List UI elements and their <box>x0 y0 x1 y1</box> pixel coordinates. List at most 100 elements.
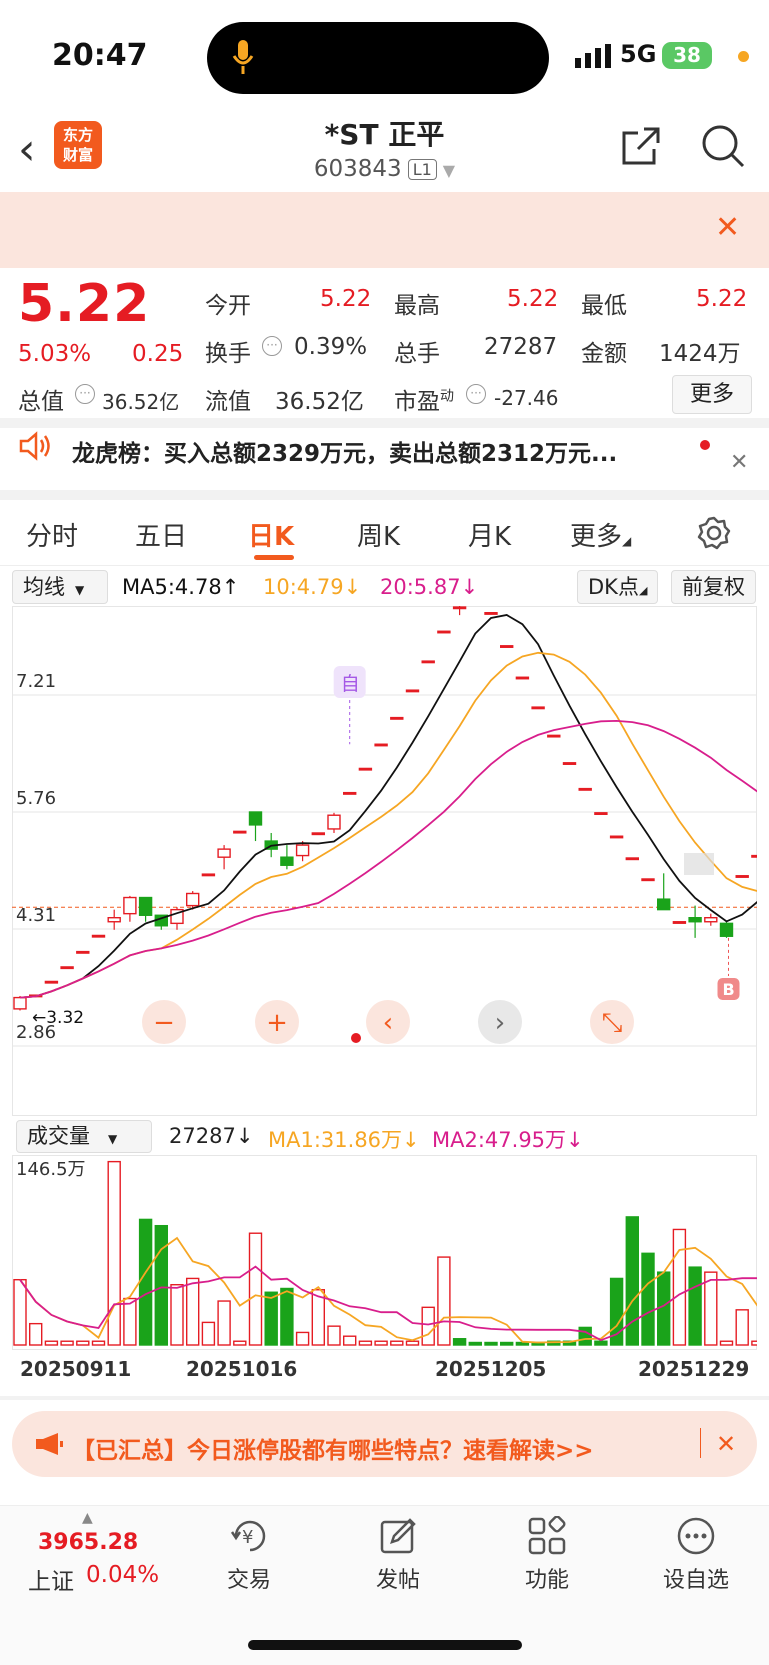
candle-body <box>327 814 341 830</box>
tab-wuri[interactable]: 五日 <box>135 522 188 552</box>
tab-fenshi[interactable]: 分时 <box>26 522 79 552</box>
volume-bar <box>751 1340 757 1346</box>
gear-icon[interactable] <box>697 516 731 550</box>
dk-point-button[interactable]: DK点◢ <box>577 570 659 604</box>
tab-daily-k[interactable]: 日K <box>248 522 295 552</box>
function-icon[interactable] <box>527 1516 567 1556</box>
pan-left-icon[interactable] <box>366 1000 410 1044</box>
ad-banner[interactable] <box>0 192 769 268</box>
trade-icon[interactable]: ¥ <box>228 1516 270 1556</box>
volume-bar <box>29 1322 43 1346</box>
search-icon[interactable] <box>700 123 746 169</box>
volume-bar <box>233 1340 247 1346</box>
share-icon[interactable] <box>618 123 664 169</box>
index-value[interactable]: 3965.28 <box>38 1530 139 1555</box>
pe-label: 市盈动 <box>394 388 454 415</box>
low-label: 最低 <box>581 293 627 319</box>
volume-bar <box>358 1340 373 1346</box>
banner-close-icon[interactable]: ✕ <box>715 210 741 245</box>
index-change[interactable]: 0.04% <box>86 1562 160 1588</box>
promo-text[interactable]: 【已汇总】今日涨停股都有哪些特点？速看解读>> <box>72 1438 594 1464</box>
volume-bar <box>201 1321 216 1346</box>
candle-body <box>358 767 373 771</box>
tab-more[interactable]: 更多◢ <box>570 522 632 552</box>
volume-bar <box>672 1228 687 1346</box>
pe-value: -27.46 <box>494 386 559 410</box>
post-icon[interactable] <box>378 1516 418 1556</box>
volume-value: 27287 <box>484 334 558 360</box>
volume-indicator-select[interactable]: 成交量 ▼ <box>16 1120 152 1153</box>
news-ticker[interactable]: 龙虎榜：买入总额2329万元，卖出总额2312万元... <box>72 441 618 467</box>
nav-function[interactable]: 功能 <box>524 1568 569 1593</box>
index-name[interactable]: 上证 <box>28 1569 74 1595</box>
ma5-line <box>19 614 757 999</box>
market-cap-value: 36.52亿 <box>102 390 180 414</box>
fullscreen-icon[interactable] <box>590 1000 634 1044</box>
info-icon[interactable]: ··· <box>466 384 486 404</box>
pan-right-icon[interactable] <box>478 1000 522 1044</box>
zoom-out-icon-glyph: − <box>153 1008 175 1038</box>
more-button[interactable]: 更多 <box>672 375 752 414</box>
promo-close-icon[interactable]: ✕ <box>716 1430 737 1458</box>
divider <box>0 1396 769 1400</box>
open-value: 5.22 <box>320 286 372 312</box>
ma10-value: 10:4.79↓ <box>263 575 362 599</box>
vol-ma1-line <box>19 1236 757 1344</box>
volume-bar <box>264 1291 278 1346</box>
back-icon[interactable]: ‹ <box>18 124 36 175</box>
low-annotation: ←3.32 <box>32 1008 84 1028</box>
candle-body <box>60 966 74 970</box>
zoom-in-icon[interactable] <box>255 1000 299 1044</box>
news-close-icon[interactable]: ✕ <box>730 450 749 475</box>
megaphone-icon <box>36 1433 63 1455</box>
volume-bar <box>390 1340 404 1346</box>
candle-body <box>719 922 734 937</box>
volume-bar <box>421 1306 435 1346</box>
candle-body <box>500 645 514 648</box>
vol-ma1: MA1:31.86万↓ <box>268 1128 420 1152</box>
zoom-out-icon[interactable] <box>142 1000 186 1044</box>
volume-bar <box>657 1271 671 1346</box>
candle-body <box>452 606 467 610</box>
unread-dot <box>700 440 710 450</box>
caret-up-icon: ▲ <box>82 1510 93 1526</box>
high-value: 5.22 <box>507 286 559 312</box>
nav-trade[interactable]: 交易 <box>226 1568 271 1593</box>
high-label: 最高 <box>394 293 440 319</box>
info-icon[interactable]: ··· <box>75 384 95 404</box>
volume-bar <box>138 1218 153 1346</box>
tab-monthly-k[interactable]: 月K <box>468 522 512 552</box>
volume-label: 总手 <box>394 341 440 367</box>
candle-body <box>217 848 231 858</box>
ma10-line <box>19 651 757 999</box>
volume-bar <box>452 1338 467 1346</box>
watchlist-icon[interactable] <box>676 1516 716 1556</box>
y-tick-label: 2.86 <box>16 1022 56 1043</box>
volume-chart[interactable]: 146.5万 <box>12 1155 757 1350</box>
app-logo[interactable]: 东方 财富 <box>54 121 102 169</box>
nav-post[interactable]: 发帖 <box>375 1568 420 1593</box>
stock-code-row[interactable]: 603843 L1 ▼ <box>0 156 769 182</box>
adjust-button[interactable]: 前复权 <box>671 570 756 604</box>
candle-body <box>562 762 577 765</box>
promo-banner[interactable] <box>12 1411 757 1477</box>
candle-body <box>123 896 137 915</box>
stock-code: 603843 <box>313 156 402 182</box>
volume-bar <box>44 1340 59 1346</box>
candle-body <box>107 917 121 923</box>
status-time: 20:47 <box>52 38 148 73</box>
info-icon[interactable]: ··· <box>262 336 282 356</box>
nav-watchlist[interactable]: 设自选 <box>662 1568 729 1593</box>
indicator-select[interactable]: 均线 ▼ <box>12 570 108 604</box>
volume-bar <box>107 1160 121 1346</box>
volume-bar <box>170 1284 184 1346</box>
candle-body <box>280 856 294 866</box>
candle-body <box>688 917 702 923</box>
candle-body <box>311 832 325 836</box>
candle-body <box>484 611 498 615</box>
tab-weekly-k[interactable]: 周K <box>357 522 401 552</box>
candle-body <box>735 875 749 878</box>
volume-bar <box>327 1325 341 1346</box>
divider <box>700 1428 701 1458</box>
